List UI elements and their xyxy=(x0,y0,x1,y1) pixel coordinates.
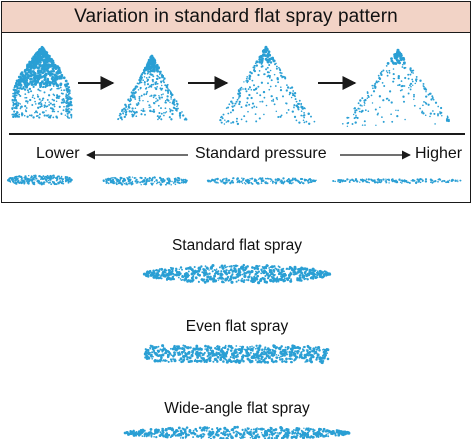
panel-title: Variation in standard flat spray pattern xyxy=(74,6,398,27)
even-flat-spray-label: Even flat spray xyxy=(185,318,289,335)
spray-cone-3 xyxy=(219,45,316,126)
wide-angle-flat-spray-label: Wide-angle flat spray xyxy=(164,400,310,417)
title-bar: Variation in standard flat spray pattern xyxy=(2,2,470,33)
spray-footprint-2 xyxy=(102,176,188,186)
spray-footprint-4 xyxy=(332,178,462,185)
standard-flat-spray-label: Standard flat spray xyxy=(171,237,303,254)
spray-cone-4 xyxy=(341,48,450,128)
even-flat-spray-pattern xyxy=(143,344,330,365)
spray-cone-2 xyxy=(117,54,188,121)
spray-footprint-3 xyxy=(206,177,317,185)
standard-flat-spray-pattern xyxy=(142,263,332,285)
spray-droplets-layer xyxy=(6,45,462,439)
spray-cone-1 xyxy=(11,45,73,119)
higher-pressure-label: Higher xyxy=(415,145,463,162)
lower-pressure-label: Lower xyxy=(36,145,80,162)
standard-pressure-label: Standard pressure xyxy=(195,145,327,162)
wide-angle-flat-spray-pattern xyxy=(123,425,351,439)
pressure-variation-panel: Variation in standard flat spray pattern xyxy=(1,1,471,203)
spray-footprint-1 xyxy=(6,174,73,186)
